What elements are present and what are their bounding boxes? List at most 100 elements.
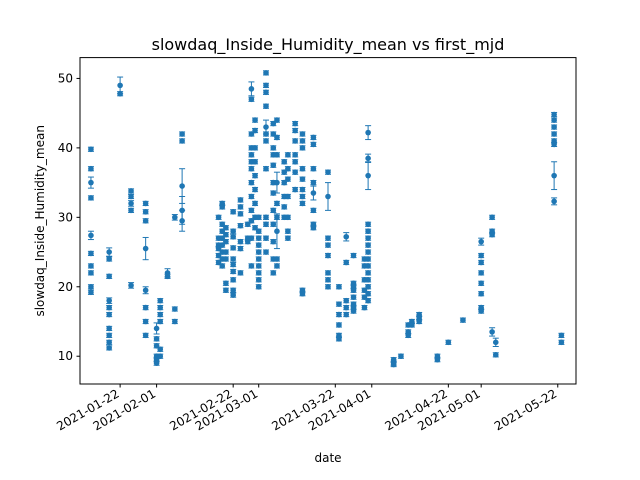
marker [252,186,258,193]
data-point [255,235,262,241]
data-point [273,200,280,207]
data-point [551,131,558,137]
marker [274,134,280,141]
data-point [263,138,269,144]
data-point [365,277,372,283]
data-point [255,277,262,283]
marker [230,277,236,283]
data-point [142,208,149,215]
marker [270,207,277,214]
marker [255,256,262,262]
data-point [157,297,164,304]
data-point [299,186,306,193]
data-point [237,197,244,203]
marker [263,124,269,130]
marker [153,360,160,366]
data-point [365,161,372,191]
data-point [230,292,237,298]
data-point [478,308,485,314]
data-point [171,318,178,325]
marker [252,117,258,123]
data-point [106,311,113,318]
marker [128,207,134,214]
data-point [171,306,178,312]
data-point [310,134,317,141]
data-point [106,304,113,311]
data-point [489,214,496,221]
marker [223,287,229,294]
marker [263,165,269,172]
y-tick-label: 10 [58,349,73,363]
data-point [248,81,255,97]
data-point [350,294,357,300]
data-point [142,318,149,325]
marker [551,172,557,179]
data-point [492,352,499,358]
data-point [230,228,237,235]
data-point [157,346,164,353]
data-point [237,270,244,276]
marker [142,200,149,207]
data-point [365,221,372,228]
marker [142,287,149,294]
data-point [299,145,306,151]
marker [255,263,262,269]
data-point [142,218,149,224]
marker [248,152,255,158]
marker [310,224,317,231]
data-point [292,120,299,127]
marker [172,318,178,325]
marker [365,235,371,241]
marker [179,183,185,189]
data-point [219,204,226,210]
marker [350,287,357,294]
data-point [270,270,277,276]
marker [292,127,298,134]
data-point [270,221,277,228]
data-point [153,322,160,335]
data-point [222,224,229,231]
data-point [230,233,237,240]
data-point [222,256,229,262]
marker [223,249,229,255]
data-point [87,289,94,296]
marker [230,256,236,262]
marker [88,146,94,153]
marker [343,311,350,318]
data-point [350,287,357,294]
data-point [284,235,291,241]
marker [223,224,229,231]
data-point [164,273,171,280]
data-point [270,162,277,169]
data-point [252,186,259,193]
data-point [325,283,331,290]
marker [263,82,269,89]
marker [106,249,112,255]
marker [255,270,262,276]
marker [230,287,236,294]
data-point [263,89,269,96]
data-point [284,214,291,221]
data-point [222,287,229,294]
marker [292,186,298,193]
marker [255,214,262,221]
data-point [263,221,269,228]
marker [252,172,258,179]
marker [365,221,371,228]
marker [142,318,149,325]
data-point [281,158,288,165]
data-point [284,228,291,235]
marker [172,306,178,312]
data-point [299,131,306,137]
data-point [299,200,306,207]
marker [274,256,280,262]
marker [292,138,298,144]
data-point [252,172,259,179]
marker [274,263,280,269]
marker [365,249,371,255]
data-point [270,238,277,245]
marker [325,193,331,200]
marker [252,145,258,151]
marker [263,70,269,76]
data-point [284,165,291,172]
